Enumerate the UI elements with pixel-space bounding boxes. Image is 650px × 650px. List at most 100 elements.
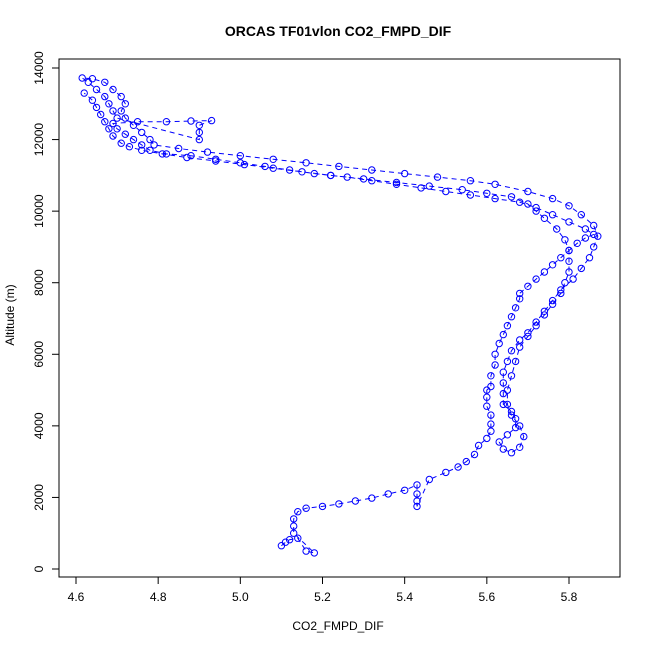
data-point: [495, 339, 503, 348]
data-point: [516, 198, 524, 206]
data-point: [483, 386, 491, 394]
data-point: [590, 221, 598, 230]
data-point: [487, 372, 495, 380]
data-point: [516, 343, 524, 351]
data-point: [302, 159, 310, 167]
data-point: [158, 150, 167, 158]
data-point: [417, 184, 425, 192]
data-point: [84, 78, 93, 87]
data-point: [495, 438, 503, 446]
data-point: [491, 194, 499, 203]
y-tick-label: 12000: [32, 123, 46, 157]
x-tick-label: 5.0: [232, 590, 249, 604]
data-point: [117, 139, 125, 147]
data-point: [138, 141, 146, 149]
data-point: [269, 155, 277, 164]
data-point: [487, 427, 495, 435]
data-point: [125, 143, 134, 151]
data-point: [565, 202, 573, 210]
data-point: [487, 411, 495, 419]
data-point: [187, 117, 195, 125]
chart-title: ORCAS TF01vlon CO2_FMPD_DIF: [225, 23, 452, 39]
data-point: [577, 264, 585, 273]
data-point: [302, 547, 310, 555]
data-point: [368, 166, 376, 174]
data-point: [413, 497, 421, 505]
data-point: [92, 103, 101, 112]
data-point: [203, 148, 212, 156]
data-point: [78, 74, 86, 82]
data-point: [561, 279, 569, 287]
x-tick-label: 5.8: [561, 590, 578, 604]
data-point: [298, 168, 306, 176]
data-point: [548, 261, 557, 269]
plot-area: [78, 74, 602, 557]
data-point: [121, 100, 130, 108]
data-point: [183, 153, 191, 162]
data-point: [212, 157, 220, 165]
data-point: [585, 254, 594, 262]
data-point: [532, 207, 540, 215]
data-point: [240, 160, 249, 169]
data-point: [581, 225, 590, 233]
data-point: [146, 146, 154, 155]
data-point: [401, 486, 409, 494]
data-point: [129, 121, 138, 130]
data-point: [442, 187, 450, 196]
data-point: [351, 497, 360, 505]
x-axis: 4.6 4.8 5.0 5.2 5.4 5.6 5.8: [68, 576, 578, 604]
data-point: [195, 128, 204, 137]
data-point: [540, 307, 549, 315]
data-point: [458, 186, 466, 194]
data-point: [146, 135, 154, 144]
data-point: [474, 441, 483, 450]
data-point: [499, 445, 507, 453]
data-point: [105, 100, 113, 108]
data-point: [129, 135, 138, 144]
data-point: [105, 125, 113, 133]
data-point: [569, 275, 577, 283]
data-point: [532, 318, 540, 326]
data-point: [195, 135, 204, 144]
y-tick-label: 6000: [32, 341, 46, 368]
data-point: [581, 234, 590, 242]
data-point: [281, 538, 290, 546]
data-point: [565, 218, 573, 226]
data-point: [511, 423, 520, 432]
data-point: [520, 432, 528, 441]
data-point: [557, 289, 565, 298]
data-point: [524, 329, 532, 337]
data-point: [507, 193, 516, 201]
data-point: [503, 400, 512, 409]
data-point: [540, 214, 549, 223]
data-point: [236, 152, 245, 160]
data-point: [454, 463, 462, 471]
data-point: [294, 534, 302, 542]
data-point: [187, 152, 195, 160]
data-point: [511, 357, 520, 366]
data-point: [557, 254, 565, 262]
data-point: [285, 536, 294, 544]
y-tick-label: 10000: [32, 194, 46, 228]
data-point: [577, 211, 585, 219]
data-point: [540, 268, 549, 276]
data-point: [117, 92, 125, 101]
data-point: [565, 268, 573, 276]
data-point: [548, 194, 557, 203]
data-point: [511, 415, 520, 423]
data-point: [507, 449, 516, 457]
data-point: [516, 295, 524, 303]
data-point: [462, 457, 470, 466]
data-point: [113, 114, 121, 122]
data-point: [524, 332, 532, 341]
data-point: [442, 468, 450, 477]
data-point: [499, 379, 507, 387]
data-point: [503, 357, 512, 366]
data-point: [491, 361, 499, 369]
data-point: [162, 118, 171, 126]
data-point: [499, 330, 507, 339]
data-point: [594, 232, 602, 240]
data-point: [466, 191, 475, 199]
x-tick-label: 4.6: [68, 590, 85, 604]
data-point: [425, 182, 433, 190]
